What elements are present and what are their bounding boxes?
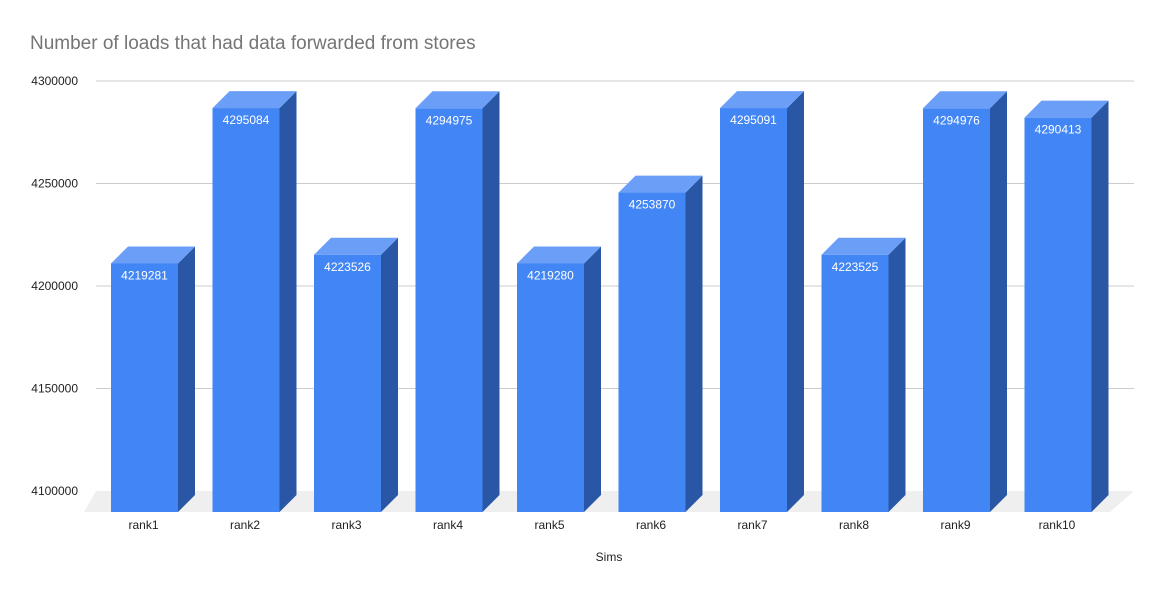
bar-front-face: [415, 108, 483, 513]
bar-value-label: 4219280: [527, 268, 574, 282]
bar-value-label: 4295084: [223, 113, 270, 127]
bar-front-face: [923, 108, 990, 513]
x-tick-label: rank4: [433, 518, 463, 532]
bar-top-face: [314, 237, 398, 255]
y-tick-label: 4250000: [31, 177, 78, 191]
bar-value-label: 4219281: [121, 268, 168, 282]
bar-rank10: 4290413: [1024, 100, 1109, 512]
bar-value-label: 4223525: [832, 260, 879, 274]
x-tick-label: rank10: [1039, 518, 1076, 532]
bar-rank1: 4219281: [111, 246, 195, 513]
bar-value-label: 4223526: [324, 260, 371, 274]
bar-side-face: [990, 91, 1007, 513]
bar-side-face: [584, 246, 601, 512]
bar-rank9: 4294976: [923, 91, 1007, 513]
bar-top-face: [923, 91, 1007, 109]
bar-top-face: [111, 246, 195, 264]
bar-value-label: 4294976: [933, 113, 980, 127]
bar-rank3: 4223526: [314, 237, 398, 512]
bar-rank4: 4294975: [415, 91, 500, 513]
bar-top-face: [415, 91, 500, 109]
bar-side-face: [787, 91, 804, 513]
y-tick-label: 4150000: [31, 382, 78, 396]
bar-top-face: [517, 246, 601, 264]
x-tick-label: rank3: [331, 518, 361, 532]
bar-front-face: [314, 254, 381, 512]
x-tick-label: rank6: [636, 518, 666, 532]
x-tick-label: rank5: [534, 518, 564, 532]
y-tick-label: 4100000: [31, 484, 78, 498]
bar-top-face: [212, 91, 297, 109]
x-tick-label: rank8: [839, 518, 869, 532]
bar-side-face: [1091, 100, 1109, 512]
bar-value-label: 4295091: [730, 113, 777, 127]
y-axis-tick-labels: 4100000 4150000 4200000 4250000 4300000: [31, 74, 78, 498]
bar-rank6: 4253870: [618, 175, 703, 512]
bar-side-face: [178, 246, 195, 513]
x-axis-tick-labels: rank1 rank2 rank3 rank4 rank5 rank6 rank7 rank8…: [128, 518, 1075, 532]
y-tick-label: 4200000: [31, 279, 78, 293]
bar-top-face: [720, 91, 804, 109]
bar-front-face: [618, 192, 686, 512]
chart-title: Number of loads that had data forwarded …: [30, 33, 476, 54]
x-tick-label: rank2: [230, 518, 260, 532]
bar-value-label: 4253870: [629, 198, 676, 212]
bar-side-face: [279, 91, 297, 513]
bar-rank5: 4219280: [517, 246, 601, 512]
bar-front-face: [1024, 117, 1092, 512]
bar-rank7: 4295091: [720, 91, 804, 513]
x-tick-label: rank7: [737, 518, 767, 532]
bar-rank8: 4223525: [821, 237, 906, 512]
bar-side-face: [685, 175, 703, 512]
bar-front-face: [517, 263, 584, 512]
x-axis-title: Sims: [596, 550, 623, 564]
bar-top-face: [1024, 100, 1109, 118]
bar-top-face: [618, 175, 703, 193]
y-tick-label: 4300000: [31, 74, 78, 88]
bar-side-face: [381, 237, 398, 512]
bar-front-face: [720, 108, 787, 513]
bar-value-label: 4294975: [426, 113, 473, 127]
bar-top-face: [821, 237, 906, 255]
bars: 4219281 4295084 4223526 4294975 4219280 42538…: [111, 91, 1109, 513]
bar-side-face: [482, 91, 500, 513]
bar-front-face: [212, 108, 280, 513]
x-tick-label: rank9: [940, 518, 970, 532]
bar-side-face: [888, 237, 906, 512]
bar-front-face: [111, 263, 178, 512]
x-tick-label: rank1: [128, 518, 158, 532]
bar-rank2: 4295084: [212, 91, 297, 513]
bar-front-face: [821, 254, 889, 512]
bar-value-label: 4290413: [1035, 123, 1082, 137]
